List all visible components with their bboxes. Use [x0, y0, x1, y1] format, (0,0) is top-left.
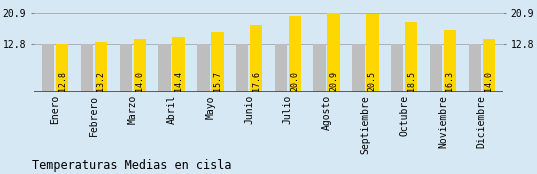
Bar: [134, 39, 146, 92]
Bar: [197, 44, 209, 92]
Bar: [95, 42, 107, 92]
Bar: [430, 44, 442, 92]
Bar: [469, 44, 481, 92]
Text: 14.4: 14.4: [174, 71, 183, 91]
Bar: [328, 13, 340, 92]
Bar: [120, 44, 132, 92]
Text: 20.9: 20.9: [329, 71, 338, 91]
Bar: [236, 44, 248, 92]
Text: 14.0: 14.0: [135, 71, 144, 91]
Text: 16.3: 16.3: [446, 71, 454, 91]
Text: 20.0: 20.0: [291, 71, 299, 91]
Text: 14.0: 14.0: [484, 71, 494, 91]
Text: 18.5: 18.5: [407, 71, 416, 91]
Bar: [352, 44, 365, 92]
Bar: [444, 30, 456, 92]
Text: 17.6: 17.6: [252, 71, 260, 91]
Bar: [250, 25, 262, 92]
Text: 13.2: 13.2: [97, 71, 105, 91]
Text: Temperaturas Medias en cisla: Temperaturas Medias en cisla: [32, 159, 232, 172]
Bar: [81, 44, 93, 92]
Bar: [158, 44, 171, 92]
Bar: [56, 44, 68, 92]
Bar: [211, 33, 223, 92]
Text: 15.7: 15.7: [213, 71, 222, 91]
Bar: [366, 14, 379, 92]
Bar: [405, 22, 417, 92]
Bar: [275, 44, 287, 92]
Text: 20.5: 20.5: [368, 71, 377, 91]
Bar: [172, 37, 185, 92]
Bar: [391, 44, 403, 92]
Text: 12.8: 12.8: [57, 71, 67, 91]
Bar: [314, 44, 326, 92]
Bar: [42, 44, 54, 92]
Bar: [289, 16, 301, 92]
Bar: [483, 39, 495, 92]
